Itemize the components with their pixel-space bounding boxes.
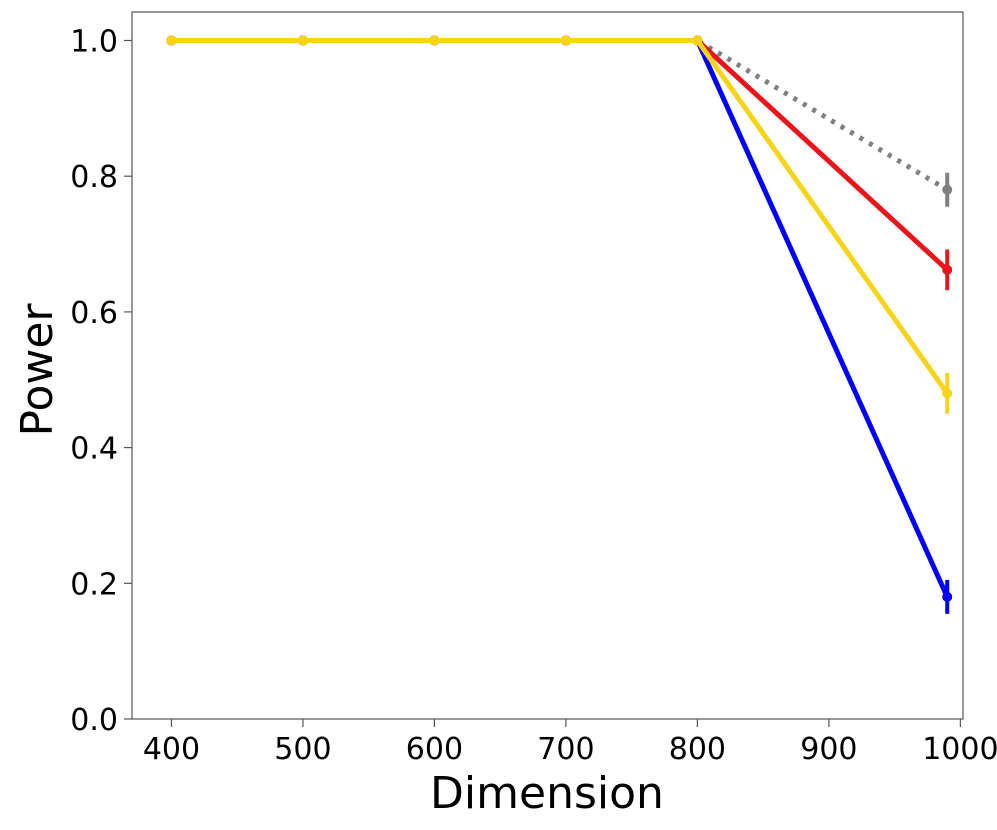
y-tick-label: 1.0 — [70, 24, 118, 59]
x-tick-label: 400 — [143, 732, 200, 767]
data-point — [429, 35, 440, 46]
data-point — [942, 184, 953, 195]
x-tick-label: 600 — [406, 732, 463, 767]
series-line — [171, 38, 949, 192]
plot-area — [131, 11, 964, 720]
data-point — [560, 35, 571, 46]
x-axis-title: Dimension — [430, 768, 664, 819]
y-axis: 0.0 0.2 0.4 0.6 0.8 1.0 — [70, 24, 132, 738]
y-tick-label: 0.4 — [70, 432, 118, 467]
x-tick-label: 700 — [537, 732, 594, 767]
series-layer — [166, 35, 953, 614]
y-tick-label: 0.2 — [70, 567, 118, 602]
y-tick-label: 0.0 — [70, 703, 118, 738]
data-point — [942, 388, 953, 399]
data-point — [942, 591, 953, 602]
x-tick-label: 900 — [800, 732, 857, 767]
x-tick-label: 800 — [669, 732, 726, 767]
x-axis: 400 500 600 700 800 900 1000 — [143, 719, 997, 767]
data-point — [297, 35, 308, 46]
x-tick-label: 500 — [274, 732, 331, 767]
y-tick-label: 0.6 — [70, 296, 118, 331]
x-tick-label: 1000 — [922, 732, 997, 767]
series-4 — [166, 35, 953, 414]
data-point — [692, 35, 703, 46]
data-point — [942, 264, 953, 275]
y-axis-title: Power — [12, 303, 63, 437]
data-point — [166, 35, 177, 46]
series-line — [171, 38, 950, 395]
y-tick-label: 0.8 — [70, 160, 118, 195]
